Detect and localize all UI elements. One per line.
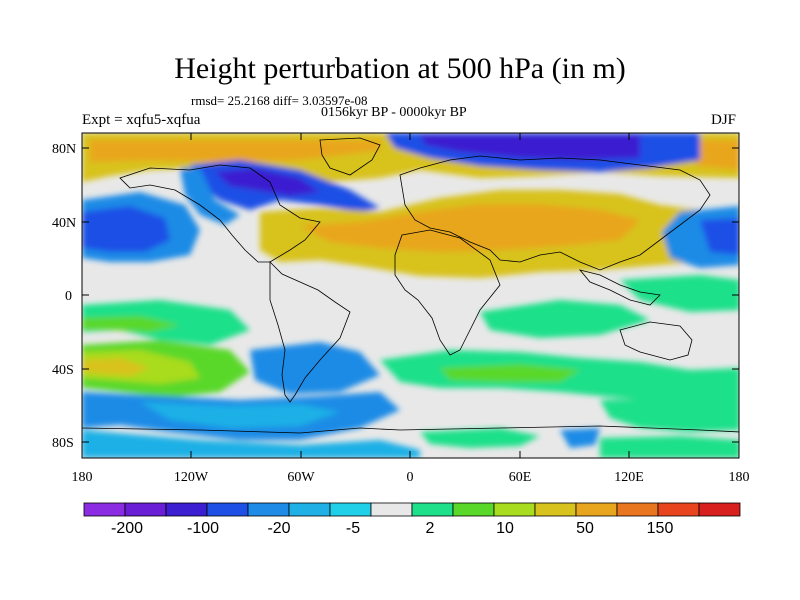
lat-tick-label: 40N (52, 216, 76, 231)
colorbar (83, 502, 741, 517)
colorbar-swatch (452, 502, 495, 517)
lon-tick-label: 180 (72, 470, 93, 485)
height-perturbation-field (82, 133, 739, 458)
colorbar-swatch (493, 502, 536, 517)
lat-tick-label: 0 (65, 289, 72, 304)
colorbar-swatch (124, 502, 167, 517)
coastlines (82, 137, 739, 434)
colorbar-label: -20 (267, 520, 290, 537)
lon-tick-label: 60E (509, 470, 532, 485)
colorbar-swatch (83, 502, 126, 517)
colorbar-swatch (616, 502, 659, 517)
colorbar-swatch (247, 502, 290, 517)
colorbar-swatch (288, 502, 331, 517)
lat-tick-label: 80N (52, 142, 76, 157)
colorbar-label: -100 (187, 520, 219, 537)
lon-tick-label: 120E (614, 470, 644, 485)
colorbar-swatch (575, 502, 618, 517)
lon-tick-label: 0 (407, 470, 414, 485)
season-label: DJF (711, 112, 737, 128)
lon-tick-label: 180 (729, 470, 750, 485)
colorbar-swatch (698, 502, 741, 517)
colorbar-swatch (411, 502, 454, 517)
colorbar-label: 150 (647, 520, 674, 537)
colorbar-swatch (206, 502, 249, 517)
period-subtitle: 0156kyr BP - 0000kyr BP (321, 105, 467, 120)
lat-tick-label: 40S (52, 363, 74, 378)
colorbar-label: 50 (576, 520, 594, 537)
colorbar-label: 2 (426, 520, 435, 537)
experiment-label: Expt = xqfu5-xqfua (82, 112, 201, 128)
lon-tick-label: 120W (174, 470, 209, 485)
chart-title: Height perturbation at 500 hPa (in m) (174, 52, 626, 85)
colorbar-swatch (534, 502, 577, 517)
colorbar-label: -5 (346, 520, 360, 537)
colorbar-label: 10 (496, 520, 514, 537)
rmsd-diff-text: rmsd= 25.2168 diff= 3.03597e-08 (191, 93, 368, 108)
colorbar-label: -200 (111, 520, 143, 537)
colorbar-swatch (329, 502, 372, 517)
lon-tick-label: 60W (287, 470, 315, 485)
colorbar-swatch (657, 502, 700, 517)
lat-tick-label: 80S (52, 436, 74, 451)
colorbar-swatch (370, 502, 413, 517)
axis-ticks (82, 133, 739, 458)
colorbar-swatch (165, 502, 208, 517)
